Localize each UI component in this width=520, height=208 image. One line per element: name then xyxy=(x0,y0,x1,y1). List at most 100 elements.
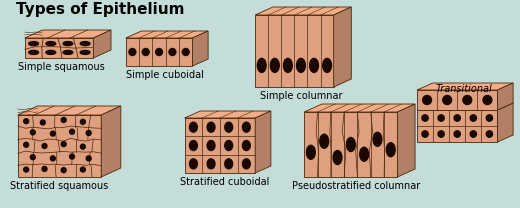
Ellipse shape xyxy=(373,132,382,146)
Ellipse shape xyxy=(46,42,56,46)
Ellipse shape xyxy=(61,168,66,173)
Ellipse shape xyxy=(438,115,444,121)
Ellipse shape xyxy=(169,48,176,56)
Ellipse shape xyxy=(80,42,90,46)
Ellipse shape xyxy=(30,130,35,135)
Ellipse shape xyxy=(46,50,56,54)
Text: Simple cuboidal: Simple cuboidal xyxy=(126,70,204,80)
Polygon shape xyxy=(185,111,271,118)
Polygon shape xyxy=(304,104,415,112)
Ellipse shape xyxy=(207,122,215,132)
Polygon shape xyxy=(417,103,513,110)
Ellipse shape xyxy=(189,122,197,132)
Ellipse shape xyxy=(81,119,85,124)
Polygon shape xyxy=(24,30,111,38)
Polygon shape xyxy=(417,110,498,142)
Ellipse shape xyxy=(242,140,250,151)
Polygon shape xyxy=(304,112,397,177)
Polygon shape xyxy=(18,115,101,177)
Ellipse shape xyxy=(24,142,29,147)
Text: Transitional: Transitional xyxy=(435,84,492,94)
Text: Simple columnar: Simple columnar xyxy=(260,91,343,101)
Ellipse shape xyxy=(296,58,305,72)
Polygon shape xyxy=(498,83,513,110)
Polygon shape xyxy=(192,31,208,66)
Ellipse shape xyxy=(270,58,279,72)
Ellipse shape xyxy=(242,122,250,132)
Polygon shape xyxy=(101,106,121,177)
Ellipse shape xyxy=(183,48,189,56)
Ellipse shape xyxy=(386,143,395,157)
Text: Stratified squamous: Stratified squamous xyxy=(10,181,109,191)
Ellipse shape xyxy=(470,115,476,121)
Ellipse shape xyxy=(257,58,266,72)
Ellipse shape xyxy=(50,131,55,136)
Ellipse shape xyxy=(225,140,232,151)
Ellipse shape xyxy=(463,95,472,104)
Ellipse shape xyxy=(63,42,73,46)
Ellipse shape xyxy=(86,130,91,135)
Ellipse shape xyxy=(346,137,355,151)
Ellipse shape xyxy=(70,129,74,134)
Ellipse shape xyxy=(189,159,197,169)
Ellipse shape xyxy=(443,95,451,104)
Ellipse shape xyxy=(438,131,444,137)
Polygon shape xyxy=(18,106,121,115)
Ellipse shape xyxy=(80,50,90,54)
Polygon shape xyxy=(417,90,498,110)
Ellipse shape xyxy=(423,95,432,104)
Ellipse shape xyxy=(309,58,318,72)
Ellipse shape xyxy=(142,48,149,56)
Ellipse shape xyxy=(30,155,35,160)
Polygon shape xyxy=(126,31,208,38)
Ellipse shape xyxy=(42,166,47,171)
Ellipse shape xyxy=(189,140,197,151)
Ellipse shape xyxy=(81,144,85,149)
Polygon shape xyxy=(126,38,192,66)
Ellipse shape xyxy=(29,42,38,46)
Text: Pseudostratified columnar: Pseudostratified columnar xyxy=(292,181,420,191)
Ellipse shape xyxy=(306,145,315,159)
Polygon shape xyxy=(94,30,111,58)
Ellipse shape xyxy=(422,131,428,137)
Ellipse shape xyxy=(70,154,74,159)
Ellipse shape xyxy=(61,118,66,123)
Polygon shape xyxy=(334,7,352,87)
Polygon shape xyxy=(255,111,271,173)
Ellipse shape xyxy=(225,159,232,169)
Ellipse shape xyxy=(454,131,460,137)
Ellipse shape xyxy=(29,50,38,54)
Ellipse shape xyxy=(225,122,232,132)
Text: Simple squamous: Simple squamous xyxy=(18,62,105,72)
Polygon shape xyxy=(397,104,415,177)
Polygon shape xyxy=(24,38,94,58)
Ellipse shape xyxy=(454,115,460,121)
Polygon shape xyxy=(255,15,334,87)
Ellipse shape xyxy=(42,144,47,149)
Ellipse shape xyxy=(86,156,91,161)
Polygon shape xyxy=(185,118,255,173)
Ellipse shape xyxy=(422,115,428,121)
Ellipse shape xyxy=(320,134,329,148)
Polygon shape xyxy=(417,83,513,90)
Ellipse shape xyxy=(61,142,66,147)
Ellipse shape xyxy=(155,48,163,56)
Text: Stratified cuboidal: Stratified cuboidal xyxy=(180,177,269,187)
Ellipse shape xyxy=(323,58,332,72)
Polygon shape xyxy=(255,7,352,15)
Ellipse shape xyxy=(207,140,215,151)
Text: Types of Epithelium: Types of Epithelium xyxy=(16,2,185,17)
Ellipse shape xyxy=(129,48,136,56)
Ellipse shape xyxy=(41,120,45,125)
Ellipse shape xyxy=(486,115,492,121)
Ellipse shape xyxy=(283,58,292,72)
Ellipse shape xyxy=(242,159,250,169)
Ellipse shape xyxy=(24,167,29,172)
Ellipse shape xyxy=(483,95,492,104)
Ellipse shape xyxy=(24,119,29,124)
Polygon shape xyxy=(498,103,513,142)
Ellipse shape xyxy=(486,131,492,137)
Ellipse shape xyxy=(360,147,369,161)
Ellipse shape xyxy=(81,167,85,172)
Ellipse shape xyxy=(333,151,342,165)
